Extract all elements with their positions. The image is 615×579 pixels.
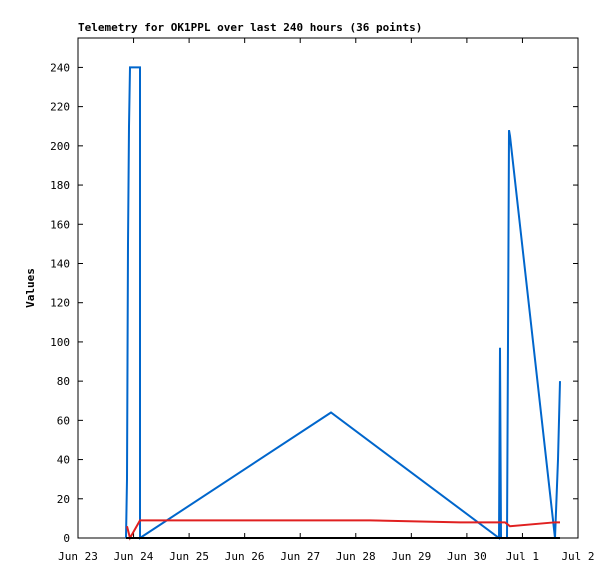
y-tick-label: 240 — [50, 61, 70, 74]
y-tick-label: 140 — [50, 257, 70, 270]
x-tick-label: Jul 2 — [561, 550, 594, 563]
data-line — [126, 519, 560, 541]
y-tick-label: 120 — [50, 297, 70, 310]
x-tick-label: Jun 28 — [336, 550, 376, 563]
x-tick-label: Jun 26 — [225, 550, 265, 563]
x-tick-label: Jun 23 — [58, 550, 98, 563]
y-tick-label: 100 — [50, 336, 70, 349]
y-tick-label: 200 — [50, 140, 70, 153]
y-tick-label: 40 — [57, 454, 70, 467]
y-tick-label: 20 — [57, 493, 70, 506]
x-tick-label: Jun 25 — [169, 550, 209, 563]
plot-frame — [77, 37, 579, 539]
y-tick-label: 80 — [57, 375, 70, 388]
y-tick-label: 220 — [50, 101, 70, 114]
y-axis-label: Values — [24, 268, 37, 308]
x-tick-label: Jun 27 — [280, 550, 320, 563]
x-tick-label: Jul 1 — [506, 550, 539, 563]
y-tick-label: 60 — [57, 414, 70, 427]
x-tick-label: Jun 29 — [391, 550, 431, 563]
x-tick-label: Jun 24 — [114, 550, 154, 563]
x-tick-label: Jun 30 — [447, 550, 487, 563]
y-tick-label: 180 — [50, 179, 70, 192]
chart-title: Telemetry for OK1PPL over last 240 hours… — [78, 21, 422, 34]
y-tick-label: 0 — [63, 532, 70, 545]
data-line — [125, 66, 561, 540]
y-tick-label: 160 — [50, 218, 70, 231]
